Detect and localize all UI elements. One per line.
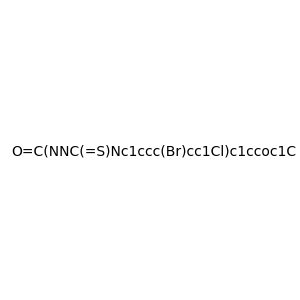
Text: O=C(NNC(=S)Nc1ccc(Br)cc1Cl)c1ccoc1C: O=C(NNC(=S)Nc1ccc(Br)cc1Cl)c1ccoc1C [11,145,296,158]
